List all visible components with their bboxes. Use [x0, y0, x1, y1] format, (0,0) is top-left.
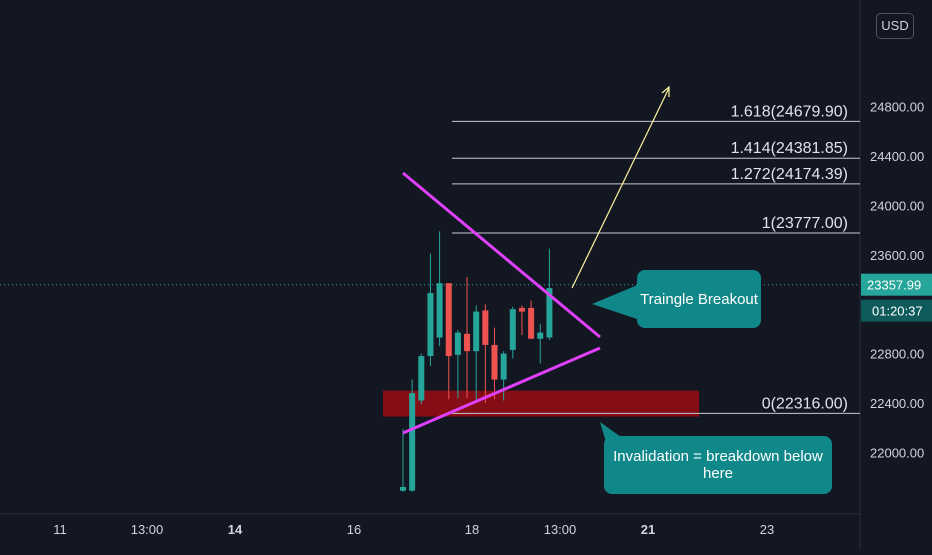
breakout-callout-pointer	[592, 284, 640, 320]
price-axis-tick: 24800.00	[870, 100, 924, 115]
candle-body	[528, 307, 535, 339]
candle-body	[418, 356, 425, 401]
breakout-callout: Traingle Breakout	[637, 270, 761, 328]
candle-body	[409, 393, 416, 491]
fib-level-label: 1.618(24679.90)	[731, 103, 848, 120]
candle-body	[427, 293, 434, 357]
candle-body	[509, 309, 516, 350]
candle-body	[500, 353, 507, 380]
breakout-callout-text: Traingle Breakout	[640, 290, 758, 308]
price-axis-tick: 24000.00	[870, 198, 924, 213]
price-axis-tick: 23600.00	[870, 248, 924, 263]
candle-body	[482, 310, 489, 345]
invalidation-callout-text: Invalidation = breakdown below here	[613, 448, 823, 482]
currency-button[interactable]: USD	[876, 13, 914, 39]
time-axis-tick: 23	[760, 522, 774, 537]
invalidation-callout: Invalidation = breakdown below here	[604, 436, 832, 494]
fib-level-label: 1.272(24174.39)	[731, 166, 848, 183]
candle-body	[400, 486, 406, 491]
time-axis-tick: 13:00	[131, 522, 164, 537]
candle-body	[537, 332, 544, 339]
price-axis-tick: 22000.00	[870, 445, 924, 460]
price-axis-tick: 22400.00	[870, 396, 924, 411]
support-zone	[383, 390, 699, 417]
current-price-tag	[861, 273, 932, 296]
candle-body	[491, 344, 498, 380]
candle-body	[464, 333, 471, 352]
countdown-value: 01:20:37	[872, 304, 923, 319]
candle-body	[473, 311, 480, 352]
fib-level-label: 1(23777.00)	[762, 215, 848, 232]
triangle-lower-line	[402, 346, 601, 435]
candle-body	[454, 332, 461, 355]
countdown-tag	[861, 299, 932, 322]
time-axis-tick: 13:00	[544, 522, 577, 537]
time-axis-tick: 14	[228, 522, 243, 537]
current-price-value: 23357.99	[867, 278, 921, 293]
price-axis-tick: 24400.00	[870, 149, 924, 164]
candle-body	[436, 283, 443, 338]
fib-level-label: 0(22316.00)	[762, 395, 848, 412]
time-axis-tick: 11	[53, 522, 67, 537]
fib-level-label: 1.414(24381.85)	[731, 140, 848, 157]
triangle-upper-line	[402, 171, 601, 339]
candle-body	[546, 288, 553, 338]
price-axis-tick: 22800.00	[870, 347, 924, 362]
projection-arrow	[571, 87, 670, 289]
time-axis-tick: 18	[465, 522, 479, 537]
time-axis-tick: 21	[641, 522, 655, 537]
projection-arrowhead	[661, 85, 670, 97]
time-axis-tick: 16	[347, 522, 361, 537]
candle-body	[445, 283, 452, 357]
candle-body	[518, 307, 525, 312]
